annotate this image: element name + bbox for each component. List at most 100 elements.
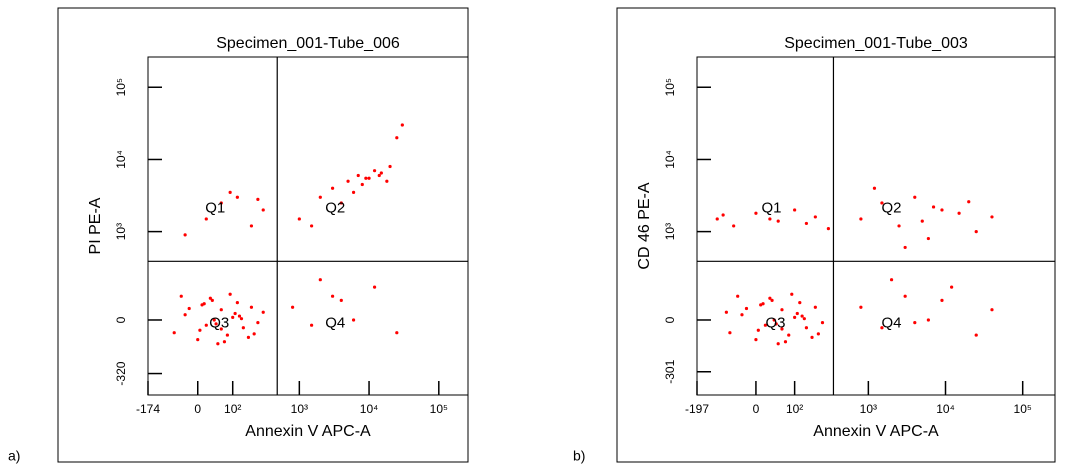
data-point <box>724 310 728 314</box>
data-point <box>787 333 791 337</box>
data-point <box>774 322 778 326</box>
data-point <box>261 310 265 314</box>
data-point <box>802 317 806 321</box>
data-point <box>793 208 797 212</box>
data-point <box>990 308 994 312</box>
data-point <box>252 332 256 336</box>
data-point <box>214 322 218 326</box>
plot-frame <box>147 56 469 396</box>
data-point <box>859 305 863 309</box>
y-tick-label: 10³ <box>663 223 677 240</box>
data-point <box>372 169 377 173</box>
data-point <box>385 179 389 183</box>
data-point <box>233 311 237 316</box>
x-tick-label: 10³ <box>291 402 308 416</box>
x-tick-label: -197 <box>685 402 709 416</box>
data-point <box>790 292 794 296</box>
data-point <box>364 176 368 180</box>
data-point <box>196 337 200 342</box>
quadrant-label: Q1 <box>205 199 225 216</box>
y-tick-label: 10⁵ <box>114 78 128 96</box>
data-point <box>776 219 780 223</box>
data-point <box>859 217 863 221</box>
data-point <box>768 217 772 221</box>
data-point <box>246 335 251 339</box>
data-point <box>795 311 799 316</box>
data-point <box>820 320 825 325</box>
data-point <box>940 208 944 212</box>
data-point <box>379 171 383 175</box>
data-point <box>235 195 239 199</box>
data-point <box>351 190 356 195</box>
data-point <box>249 305 254 309</box>
data-point <box>356 173 360 178</box>
y-axis-label: PI PE-A <box>87 197 104 254</box>
chart-title: Specimen_001-Tube_006 <box>216 35 400 52</box>
data-point <box>222 340 227 344</box>
x-tick-label: 10² <box>224 402 241 416</box>
data-point <box>309 224 314 228</box>
data-point <box>219 327 223 331</box>
data-point <box>754 337 758 342</box>
data-point <box>297 217 301 221</box>
x-tick-label: 10³ <box>860 402 877 416</box>
data-point <box>800 314 804 318</box>
quadrant-label: Q2 <box>881 199 901 216</box>
data-point <box>872 186 877 190</box>
data-point <box>770 298 774 302</box>
panel-label: b) <box>573 448 585 464</box>
data-point <box>763 323 767 327</box>
quadrant-label: Q1 <box>761 199 781 216</box>
y-tick-label: 0 <box>114 316 128 323</box>
y-tick-label: -301 <box>663 359 677 383</box>
data-point <box>897 224 901 228</box>
data-point <box>776 342 780 346</box>
x-axis-label: Annexin V APC-A <box>245 423 371 440</box>
data-point <box>728 331 732 335</box>
quadrant-label: Q3 <box>765 314 785 331</box>
data-point <box>351 318 356 322</box>
data-point <box>339 298 343 302</box>
data-point <box>183 313 187 317</box>
data-point <box>804 221 809 226</box>
data-point <box>889 278 894 282</box>
data-point <box>330 186 335 190</box>
data-point <box>330 294 335 298</box>
data-point <box>212 318 216 322</box>
data-point <box>721 213 725 217</box>
data-point <box>237 314 242 318</box>
data-point <box>772 318 776 322</box>
data-point <box>395 331 399 335</box>
data-point <box>367 176 371 180</box>
data-point <box>810 335 814 339</box>
data-point <box>228 292 232 296</box>
data-point <box>913 320 917 325</box>
data-point <box>780 308 784 312</box>
data-point <box>228 190 232 195</box>
x-axis-label: Annexin V APC-A <box>813 423 939 440</box>
y-tick-label: 10⁵ <box>663 78 677 96</box>
x-tick-label: 10⁴ <box>360 402 379 416</box>
data-point <box>388 164 392 169</box>
data-point <box>202 302 206 306</box>
y-axis-label: CD 46 PE-A <box>636 182 653 269</box>
data-point <box>231 315 235 319</box>
x-tick-label: 10⁵ <box>1014 402 1032 416</box>
data-point <box>256 197 260 201</box>
data-point <box>903 294 907 298</box>
y-tick-label: 10⁴ <box>663 150 677 169</box>
data-point <box>172 331 176 335</box>
data-point <box>225 333 229 337</box>
data-point <box>940 298 944 302</box>
data-point <box>957 211 961 215</box>
data-point <box>210 298 214 302</box>
data-point <box>241 326 245 330</box>
data-point <box>715 217 719 221</box>
data-point <box>360 182 364 187</box>
data-point <box>318 195 322 199</box>
y-tick-label: 10³ <box>114 223 128 240</box>
data-point <box>261 208 265 212</box>
data-point <box>967 200 971 204</box>
quadrant-label: Q4 <box>881 314 901 331</box>
data-point <box>974 333 978 337</box>
